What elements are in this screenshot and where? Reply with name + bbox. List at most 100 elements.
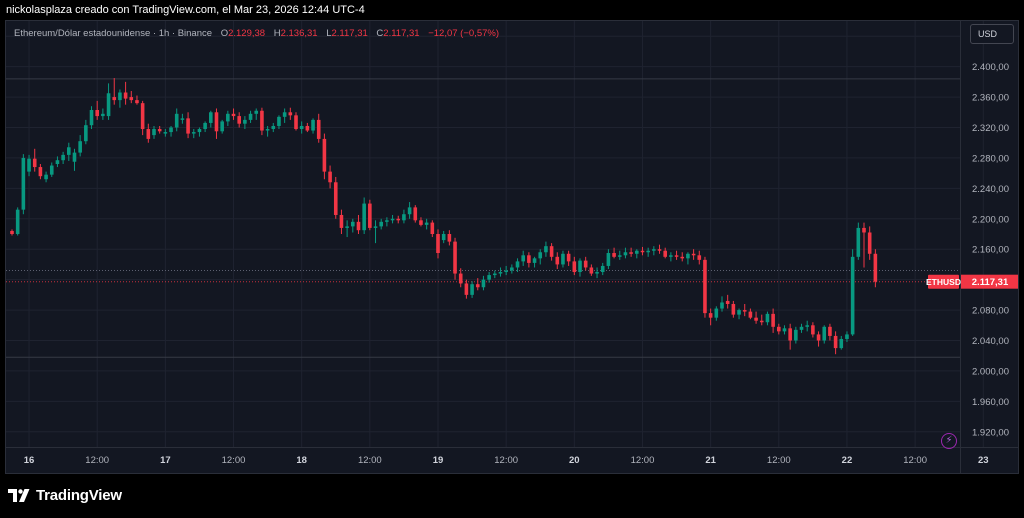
candle-body bbox=[623, 252, 628, 256]
candle-body bbox=[390, 218, 395, 221]
x-tick-label: 16 bbox=[24, 455, 35, 466]
candle-body bbox=[680, 256, 685, 259]
candle-body bbox=[782, 328, 787, 332]
candle-body bbox=[368, 203, 372, 228]
chart-panel[interactable]: 1.920,00 1.960,00 2.000,00 2.040,00 2.080,00… bbox=[5, 20, 1019, 474]
candle-body bbox=[811, 325, 815, 335]
candle-body bbox=[822, 326, 827, 341]
candle-body bbox=[271, 125, 276, 130]
candle-body bbox=[243, 119, 247, 124]
candle-body bbox=[231, 113, 236, 117]
y-tick-label: 2.000,00 bbox=[972, 366, 1009, 377]
candle-body bbox=[385, 220, 389, 222]
candle-body bbox=[759, 320, 764, 323]
candle-body bbox=[487, 275, 491, 280]
candle-body bbox=[708, 313, 713, 318]
candle-body bbox=[737, 310, 741, 315]
candle-body bbox=[436, 234, 440, 254]
candle-body bbox=[510, 267, 514, 271]
candle-body bbox=[174, 113, 179, 128]
candlestick-chart[interactable]: 1.920,00 1.960,00 2.000,00 2.040,00 2.080,00… bbox=[6, 21, 1019, 474]
candle-body bbox=[805, 325, 809, 327]
candle-body bbox=[316, 119, 321, 139]
candle-body bbox=[617, 255, 622, 257]
candle-body bbox=[544, 246, 548, 253]
candle-body bbox=[118, 92, 122, 101]
candle-body bbox=[839, 338, 844, 349]
x-tick-label: 22 bbox=[842, 455, 853, 466]
candle-body bbox=[464, 283, 469, 295]
x-tick-label: 17 bbox=[160, 455, 171, 466]
legend-low-label: L bbox=[326, 28, 332, 39]
candle-body bbox=[72, 152, 77, 162]
candle-body bbox=[850, 256, 855, 335]
candle-body bbox=[311, 119, 315, 131]
candle-body bbox=[123, 92, 128, 99]
tradingview-logo[interactable]: TradingView bbox=[8, 487, 122, 504]
candle-body bbox=[78, 141, 82, 153]
candle-body bbox=[600, 265, 605, 273]
candle-body bbox=[299, 125, 304, 130]
candle-body bbox=[720, 302, 724, 309]
candle-body bbox=[89, 110, 94, 126]
candle-body bbox=[725, 300, 730, 304]
candle-body bbox=[95, 110, 99, 117]
candle-body bbox=[55, 160, 60, 165]
candle-body bbox=[282, 112, 287, 117]
candle-body bbox=[106, 93, 111, 117]
candle-body bbox=[714, 308, 719, 318]
candle-body bbox=[777, 326, 781, 332]
candle-body bbox=[322, 138, 327, 172]
candle-body bbox=[788, 328, 792, 341]
legend-symbol: Ethereum/Dólar estadounidense · 1h · Bin… bbox=[14, 28, 213, 39]
candle-body bbox=[549, 246, 554, 257]
candle-body bbox=[481, 279, 486, 288]
candle-body bbox=[345, 226, 349, 228]
candle-body bbox=[657, 249, 662, 251]
candle-body bbox=[32, 158, 37, 168]
candle-body bbox=[237, 116, 241, 124]
candle-body bbox=[379, 221, 383, 227]
candle-body bbox=[686, 253, 690, 259]
candle-body bbox=[15, 209, 20, 234]
candle-body bbox=[180, 118, 185, 120]
candle-body bbox=[771, 313, 775, 327]
candle-body bbox=[265, 129, 270, 131]
candle-body bbox=[856, 227, 861, 257]
candle-body bbox=[828, 326, 832, 336]
legend-change-value: −12,07 (−0,57%) bbox=[428, 28, 499, 39]
candle-body bbox=[629, 252, 633, 254]
lightning-icon[interactable]: ⚡ bbox=[941, 433, 957, 449]
candle-body bbox=[794, 329, 798, 341]
candle-body bbox=[578, 260, 582, 273]
candle-body bbox=[140, 103, 145, 130]
candle-body bbox=[703, 259, 707, 314]
candle-body bbox=[288, 112, 293, 116]
currency-button[interactable]: USD bbox=[970, 24, 1014, 44]
bottom-brand-bar: TradingView bbox=[0, 474, 1024, 518]
candle-body bbox=[458, 273, 463, 284]
candle-body bbox=[49, 165, 54, 175]
candle-body bbox=[402, 214, 406, 221]
candle-body bbox=[731, 303, 736, 315]
y-tick-label: 2.040,00 bbox=[972, 336, 1009, 347]
candle-body bbox=[527, 255, 531, 263]
candle-body bbox=[765, 313, 770, 323]
candle-body bbox=[430, 222, 435, 234]
candle-body bbox=[640, 250, 645, 253]
candle-body bbox=[555, 256, 560, 265]
candle-body bbox=[845, 334, 849, 339]
candle-body bbox=[867, 232, 872, 254]
candle-body bbox=[816, 334, 821, 341]
candle-body bbox=[38, 167, 43, 177]
y-tick-label: 2.400,00 bbox=[972, 62, 1009, 73]
legend-close-value: 2.117,31 bbox=[383, 28, 420, 39]
candle-body bbox=[453, 241, 457, 274]
candle-body bbox=[674, 255, 679, 257]
candle-body bbox=[191, 132, 196, 134]
candle-body bbox=[697, 255, 702, 260]
candle-body bbox=[470, 284, 474, 295]
x-tick-label: 19 bbox=[433, 455, 444, 466]
candle-body bbox=[84, 125, 88, 142]
legend-open-label: O bbox=[220, 28, 229, 39]
